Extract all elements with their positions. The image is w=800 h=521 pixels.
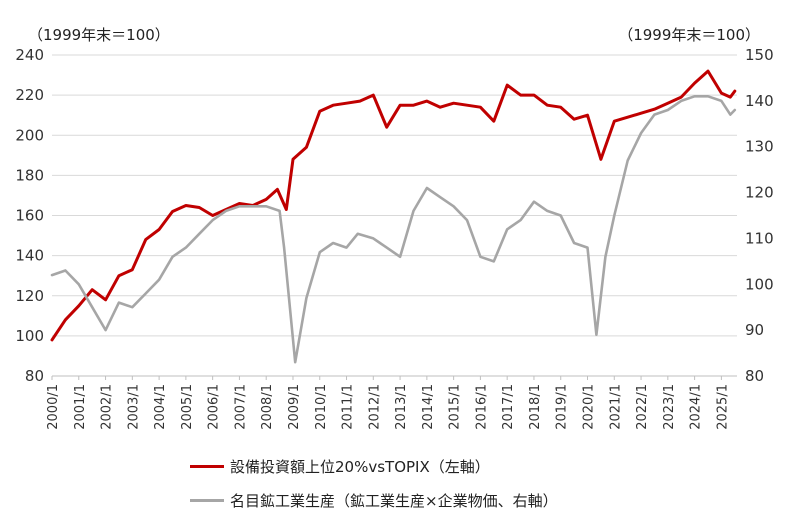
x-tick-label: 2002/1 <box>100 384 115 430</box>
x-tick-label: 2010/1 <box>314 384 329 430</box>
x-tick-label: 2005/1 <box>180 384 195 430</box>
x-tick-label: 2001/1 <box>73 384 88 430</box>
x-tick-label: 2008/1 <box>260 384 275 430</box>
x-tick-label: 2019/1 <box>555 384 570 430</box>
x-tick-label: 2023/1 <box>662 384 677 430</box>
right-tick-label: 120 <box>745 184 774 202</box>
legend-label-2: 名目鉱工業生産（鉱工業生産×企業物価、右軸） <box>230 492 558 510</box>
x-tick-label: 2006/1 <box>207 384 222 430</box>
x-tick-label: 2007/1 <box>233 384 248 430</box>
x-tick-label: 2012/1 <box>367 384 382 430</box>
left-axis-unit: （1999年末＝100） <box>28 26 170 44</box>
left-tick-label: 100 <box>15 327 44 345</box>
left-tick-label: 140 <box>15 247 44 265</box>
right-axis-unit: （1999年末＝100） <box>618 26 760 44</box>
x-tick-label: 2013/1 <box>394 384 409 430</box>
x-tick-label: 2015/1 <box>448 384 463 430</box>
x-tick-label: 2025/1 <box>715 384 730 430</box>
x-tick-label: 2021/1 <box>608 384 623 430</box>
x-tick-label: 2016/1 <box>474 384 489 430</box>
x-tick-label: 2000/1 <box>46 384 61 430</box>
left-tick-label: 180 <box>15 166 44 184</box>
x-tick-label: 2018/1 <box>528 384 543 430</box>
legend-swatch-2 <box>190 499 224 502</box>
series-line-2 <box>50 95 737 364</box>
left-tick-label: 80 <box>25 367 44 385</box>
x-tick-label: 2017/1 <box>501 384 516 430</box>
x-tick-label: 2004/1 <box>153 384 168 430</box>
legend-label-1: 設備投資額上位20%vsTOPIX（左軸） <box>230 458 490 476</box>
legend-item-1: 設備投資額上位20%vsTOPIX（左軸） <box>190 456 490 477</box>
right-tick-label: 90 <box>745 321 764 339</box>
left-tick-label: 200 <box>15 126 44 144</box>
x-tick-label: 2024/1 <box>689 384 704 430</box>
left-tick-label: 220 <box>15 86 44 104</box>
right-tick-label: 110 <box>745 229 774 247</box>
right-tick-label: 140 <box>745 92 774 110</box>
series-line-1 <box>50 69 737 342</box>
x-tick-label: 2003/1 <box>126 384 141 430</box>
right-tick-label: 150 <box>745 46 774 64</box>
legend-item-2: 名目鉱工業生産（鉱工業生産×企業物価、右軸） <box>190 490 558 511</box>
legend-swatch-1 <box>190 465 224 468</box>
right-tick-label: 80 <box>745 367 764 385</box>
x-tick-label: 2011/1 <box>341 384 356 430</box>
x-tick-label: 2009/1 <box>287 384 302 430</box>
x-tick-label: 2014/1 <box>421 384 436 430</box>
right-tick-label: 100 <box>745 275 774 293</box>
left-tick-label: 240 <box>15 46 44 64</box>
x-tick-label: 2020/1 <box>582 384 597 430</box>
left-tick-label: 120 <box>15 287 44 305</box>
right-tick-label: 130 <box>745 138 774 156</box>
left-tick-label: 160 <box>15 207 44 225</box>
x-tick-label: 2022/1 <box>635 384 650 430</box>
